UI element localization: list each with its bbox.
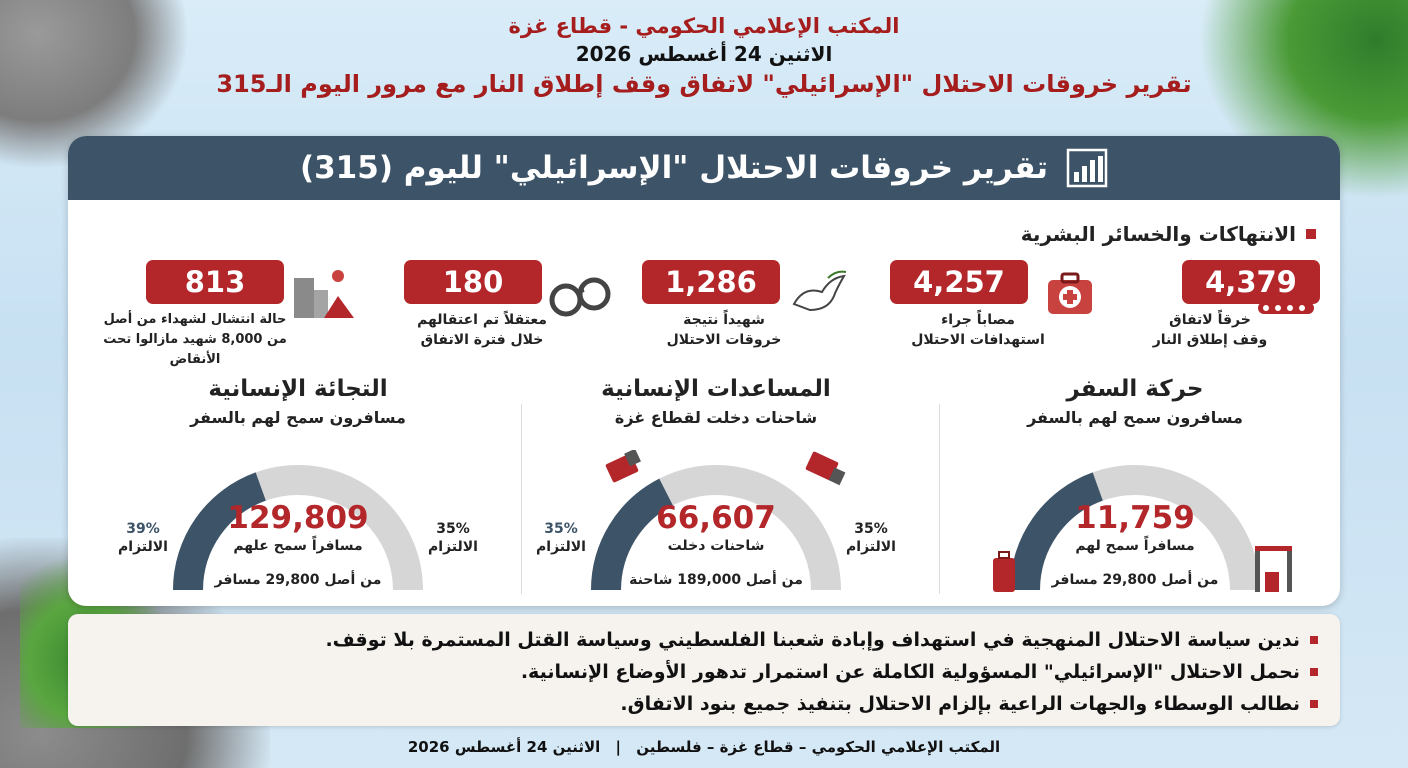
stat-value: 1,286 [642, 260, 780, 304]
stat-line-1: مصاباً جراء [941, 312, 1015, 328]
report-title: تقرير خروقات الاحتلال "الإسرائيلي" لاتفا… [216, 70, 1192, 98]
stat-value: 4,257 [890, 260, 1028, 304]
gauge-title: حركة السفر [1066, 376, 1204, 402]
column-divider [521, 404, 522, 594]
stat-value: 4,379 [1182, 260, 1320, 304]
gauge-evacuation: التجائة الإنسانية مسافرون سمح لهم بالسفر… [98, 376, 498, 606]
dove-icon [792, 270, 847, 312]
stat-description: شهيداً نتيجة خروقات الاحتلال [614, 310, 834, 350]
stat-line-2: من 8,000 شهيد مازالوا تحت الأنقاض [103, 332, 287, 367]
gate-barrier-icon [1255, 546, 1292, 592]
statement-item: نطالب الوسطاء والجهات الراعية بإلزام الا… [90, 688, 1318, 720]
statement-item: ندين سياسة الاحتلال المنهجية في استهداف … [90, 624, 1318, 656]
gauge-arc [591, 450, 846, 591]
gauge-label: شاحنات دخلت [667, 538, 765, 554]
stat-description: خرقاً لاتفاق وقف إطلاق النار [1100, 310, 1320, 350]
gauge-subtitle: مسافرون سمح لهم بالسفر [1027, 408, 1243, 427]
gauge-pct-caption: الالتزام [536, 539, 586, 555]
stat-value: 813 [146, 260, 284, 304]
stat-line-1: معتقلاً تم اعتقالهم [417, 312, 547, 328]
gauge-pct-caption: الالتزام [846, 539, 896, 555]
gauge-aid: المساعدات الإنسانية شاحنات دخلت لقطاع غز… [516, 376, 916, 606]
gauge-value: 66,607 [656, 500, 776, 536]
section-title: الانتهاكات والخسائر البشرية [1020, 222, 1296, 246]
org-title: المكتب الإعلامي الحكومي - قطاع غزة [508, 14, 900, 38]
bullet-square [1310, 700, 1318, 708]
stat-line-2: خروقات الاحتلال [666, 332, 782, 348]
bullet-square [1306, 229, 1316, 239]
gauge-of: من أصل 29,800 مسافر [1051, 572, 1219, 588]
column-divider [939, 404, 940, 594]
gauge-label: مسافراً سمح علهم [233, 538, 363, 554]
stat-line-2: وقف إطلاق النار [1152, 332, 1268, 348]
statement-text: نحمل الاحتلال "الإسرائيلي" المسؤولية الك… [520, 661, 1300, 683]
footer-separator: | [615, 738, 622, 756]
gauge-pct-caption: الالتزام [118, 539, 168, 555]
stat-line-1: شهيداً نتيجة [683, 312, 765, 328]
page-footer: المكتب الإعلامي الحكومي – قطاع غزة – فلس… [0, 738, 1408, 756]
stat-line-1: حالة انتشال لشهداء من أصل [103, 312, 287, 327]
footer-date: الاثنين 24 أغسطس 2026 [407, 738, 601, 756]
gauge-pct-right: 35% الالتزام [418, 520, 488, 556]
stat-value: 180 [404, 260, 542, 304]
gauge-pct-caption: الالتزام [428, 539, 478, 555]
report-card: تقرير خروقات الاحتلال "الإسرائيلي" لليوم… [68, 136, 1340, 606]
gauge-subtitle: مسافرون سمح لهم بالسفر [190, 408, 406, 427]
report-banner: تقرير خروقات الاحتلال "الإسرائيلي" لليوم… [68, 136, 1340, 200]
gauge-of: من أصل 29,800 مسافر [214, 572, 382, 588]
gauge-subtitle: شاحنات دخلت لقطاع غزة [614, 408, 818, 427]
gauge-value: 11,759 [1075, 500, 1195, 536]
gauge-pct-value: 35% [544, 521, 578, 537]
bar-chart-icon [1066, 148, 1108, 188]
stat-description: حالة انتشال لشهداء من أصل من 8,000 شهيد … [80, 310, 310, 370]
gauge-of: من أصل 189,000 شاحنة [629, 572, 803, 588]
stat-description: معتقلاً تم اعتقالهم خلال فترة الاتفاق [372, 310, 592, 350]
stat-line-2: استهدافات الاحتلال [911, 332, 1045, 348]
stat-detainees: 180 معتقلاً تم اعتقالهم خلال فترة الاتفا… [372, 260, 611, 360]
gauge-travel: حركة السفر مسافرون سمح لهم بالسفر 11,759… [935, 376, 1335, 606]
gauge-pct-value: 39% [126, 521, 160, 537]
luggage-icon [993, 551, 1015, 592]
handcuffs-icon [549, 277, 611, 317]
stat-line-1: خرقاً لاتفاق [1169, 312, 1251, 328]
section-heading: الانتهاكات والخسائر البشرية [1021, 222, 1316, 246]
first-aid-kit-icon [1048, 272, 1092, 314]
statement-item: نحمل الاحتلال "الإسرائيلي" المسؤولية الك… [90, 656, 1318, 688]
stat-line-2: خلال فترة الاتفاق [420, 332, 544, 348]
gauge-title: المساعدات الإنسانية [601, 376, 831, 402]
gauge-pct-right: 35% الالتزام [836, 520, 906, 556]
gauge-arc [993, 465, 1292, 592]
gauge-pct-left: 35% الالتزام [526, 520, 596, 556]
gauge-value: 129,809 [227, 500, 369, 536]
page-header: المكتب الإعلامي الحكومي - قطاع غزة الاثن… [0, 14, 1408, 98]
stat-injured: 4,257 مصاباً جراء استهدافات الاحتلال [858, 260, 1092, 360]
stat-violations: 4,379 خرقاً لاتفاق وقف إطلاق النار [1090, 260, 1320, 360]
gauge-pct-left: 39% الالتزام [108, 520, 178, 556]
truck-icon [605, 450, 641, 483]
statement-list: ندين سياسة الاحتلال المنهجية في استهداف … [68, 614, 1340, 726]
gauge-label: مسافراً سمح لهم [1075, 538, 1195, 554]
statement-text: ندين سياسة الاحتلال المنهجية في استهداف … [325, 629, 1300, 651]
gauge-title: التجائة الإنسانية [208, 376, 388, 402]
banner-title: تقرير خروقات الاحتلال "الإسرائيلي" لليوم… [299, 150, 1049, 186]
gauge-pct-value: 35% [854, 521, 888, 537]
ruins-icon [294, 270, 354, 318]
stat-recovered: 813 حالة انتشال لشهداء من أصل من 8,000 ش… [103, 260, 354, 367]
report-date: الاثنين 24 أغسطس 2026 [575, 42, 833, 66]
statement-text: نطالب الوسطاء والجهات الراعية بإلزام الا… [620, 693, 1300, 715]
truck-icon [805, 451, 846, 486]
stat-description: مصاباً جراء استهدافات الاحتلال [868, 310, 1088, 350]
bullet-square [1310, 668, 1318, 676]
gauge-pct-value: 35% [436, 521, 470, 537]
stat-martyrs: 1,286 شهيداً نتيجة خروقات الاحتلال [614, 260, 847, 360]
bullet-square [1310, 636, 1318, 644]
gauge-arc [173, 465, 423, 591]
footer-org: المكتب الإعلامي الحكومي – قطاع غزة – فلس… [636, 738, 1001, 756]
